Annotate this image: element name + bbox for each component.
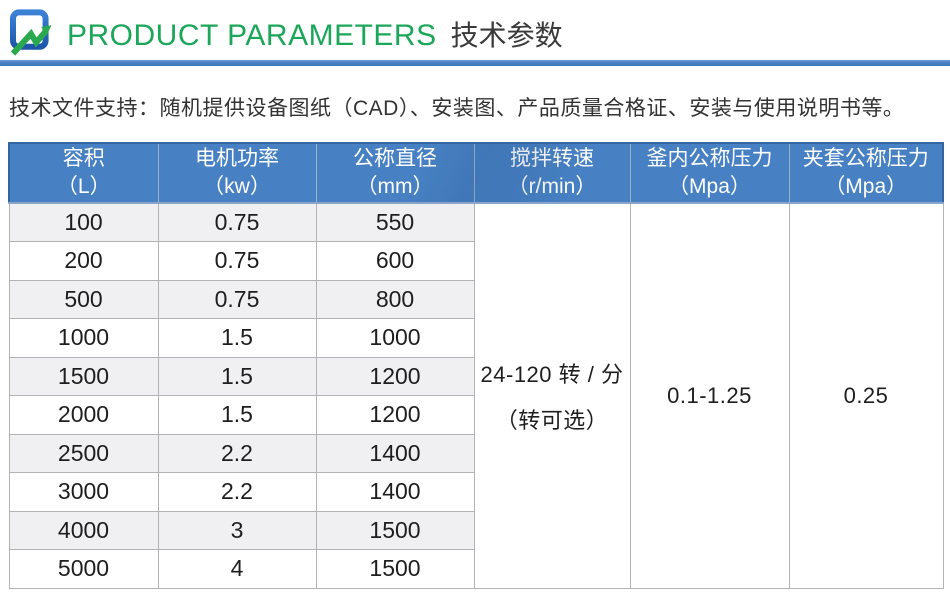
spec-cell: 0.75 bbox=[157, 202, 317, 242]
page-title-en: PRODUCT PARAMETERS bbox=[67, 19, 437, 52]
spec-cell: 1500 bbox=[315, 510, 475, 550]
spec-cell: 550 bbox=[315, 202, 475, 242]
spec-cell: 100 bbox=[8, 202, 159, 242]
table-row: 100 0.75 550 24-120 转 / 分（转可选） 0.1-1.25 0.25 bbox=[8, 202, 944, 589]
table-row: 500 0.75 800 bbox=[8, 279, 943, 319]
spec-cell: 0.75 bbox=[157, 241, 317, 281]
kettle-pressure-merged-cell: 0.1-1.25 bbox=[629, 202, 790, 589]
spec-cell: 2.2 bbox=[157, 472, 317, 512]
page-header: PRODUCT PARAMETERS 技术参数 bbox=[0, 0, 950, 60]
spec-cell: 3000 bbox=[8, 472, 159, 512]
spec-cell: 800 bbox=[315, 279, 475, 319]
col-header-kettle-pressure: 釜内公称压力 （Mpa） bbox=[629, 142, 790, 204]
spec-cell: 2500 bbox=[8, 433, 159, 473]
spec-table-wrap: 容积 （L） 电机功率 （kw） 公称直径 （mm） 搅拌转速 （r/min） 釜内公称… bbox=[8, 142, 944, 589]
table-row: 1500 1.5 1200 bbox=[8, 356, 943, 396]
table-row: 2000 1.5 1200 bbox=[8, 395, 943, 435]
spec-cell: 1500 bbox=[315, 549, 475, 589]
page-title-zh: 技术参数 bbox=[450, 20, 563, 51]
spec-cell: 1000 bbox=[315, 318, 475, 358]
col-header-nominal-diameter: 公称直径 （mm） bbox=[315, 142, 475, 204]
spec-cell: 1.5 bbox=[157, 356, 317, 396]
spec-cell: 2000 bbox=[8, 395, 159, 435]
spec-cell: 1.5 bbox=[157, 395, 317, 435]
logo-icon bbox=[10, 9, 52, 56]
spec-table: 容积 （L） 电机功率 （kw） 公称直径 （mm） 搅拌转速 （r/min） 釜内公称… bbox=[8, 142, 944, 589]
table-header-row: 容积 （L） 电机功率 （kw） 公称直径 （mm） 搅拌转速 （r/min） 釜内公称… bbox=[8, 142, 944, 204]
tech-support-note: 技术文件支持：随机提供设备图纸（CAD）、安装图、产品质量合格证、安装与使用说明… bbox=[9, 97, 905, 120]
col-header-volume: 容积 （L） bbox=[8, 142, 159, 204]
spec-cell: 1400 bbox=[315, 433, 475, 473]
col-header-stir-speed: 搅拌转速 （r/min） bbox=[473, 142, 631, 204]
spec-cell: 5000 bbox=[8, 549, 159, 589]
spec-cell: 1200 bbox=[315, 395, 475, 435]
spec-cell: 0.75 bbox=[157, 279, 317, 319]
spec-cell: 1000 bbox=[8, 318, 159, 358]
col-header-motor-power: 电机功率 （kw） bbox=[157, 142, 317, 204]
spec-cell: 1.5 bbox=[157, 318, 317, 358]
table-row: 1000 1.5 1000 bbox=[8, 318, 943, 358]
blue-divider bbox=[0, 60, 950, 66]
spec-cell: 1400 bbox=[315, 472, 475, 512]
table-row: 4000 3 1500 bbox=[8, 510, 943, 550]
table-row: 2500 2.2 1400 bbox=[8, 433, 943, 473]
table-row: 5000 4 1500 bbox=[8, 549, 943, 589]
spec-cell: 3 bbox=[157, 510, 317, 550]
jacket-pressure-merged-cell: 0.25 bbox=[788, 202, 944, 589]
spec-cell: 500 bbox=[8, 279, 159, 319]
spec-cell: 4000 bbox=[8, 510, 159, 550]
spec-cell: 600 bbox=[315, 241, 475, 281]
spec-cell: 4 bbox=[157, 549, 317, 589]
table-row: 3000 2.2 1400 bbox=[8, 472, 943, 512]
spec-cell: 200 bbox=[8, 241, 159, 281]
spec-cell: 2.2 bbox=[157, 433, 317, 473]
col-header-jacket-pressure: 夹套公称压力 （Mpa） bbox=[788, 142, 944, 204]
spec-cell: 1200 bbox=[315, 356, 475, 396]
stir-speed-merged-cell: 24-120 转 / 分（转可选） bbox=[473, 202, 631, 589]
spec-cell: 1500 bbox=[8, 356, 159, 396]
spec-table-body: 100 0.75 550 24-120 转 / 分（转可选） 0.1-1.25 0.25 2… bbox=[8, 202, 944, 589]
